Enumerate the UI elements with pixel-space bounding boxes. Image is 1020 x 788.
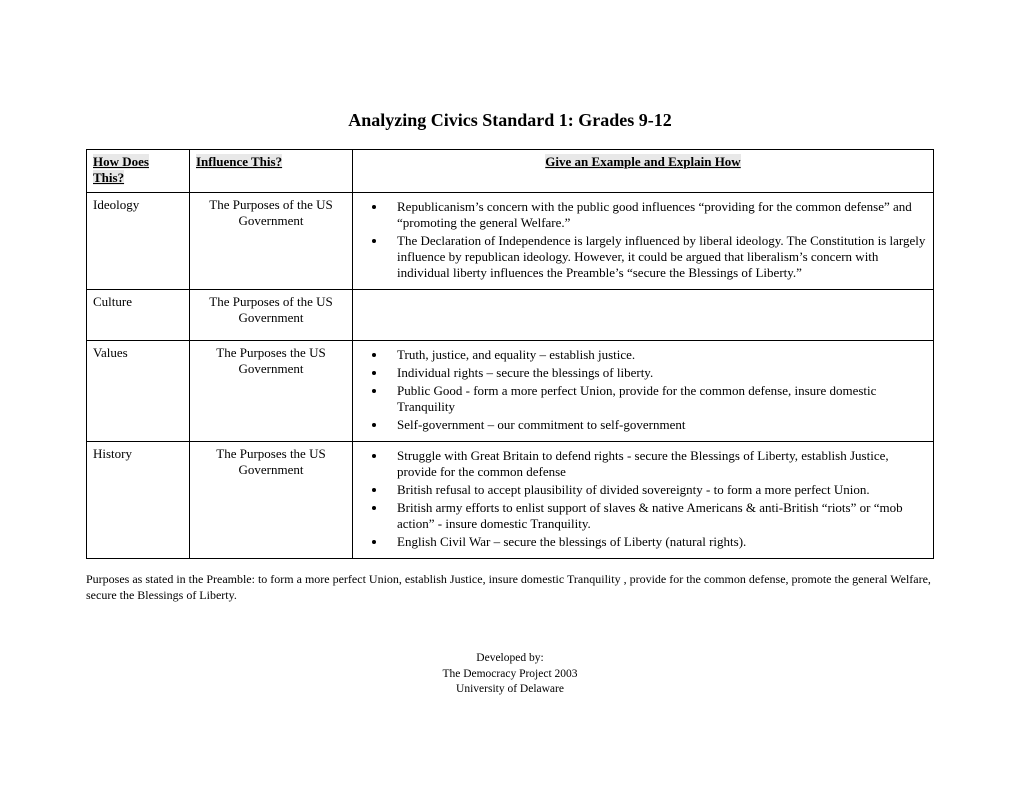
table-row: History The Purposes the US Government S… [87,442,934,559]
list-item: British army efforts to enlist support o… [387,500,927,532]
page-footer: Developed by: The Democracy Project 2003… [86,651,934,698]
list-item: Republicanism’s concern with the public … [387,199,927,231]
bullet-list: Struggle with Great Britain to defend ri… [359,448,927,550]
header-label: Influence This? [196,154,282,169]
row-example: Struggle with Great Britain to defend ri… [353,442,934,559]
table-header-row: How Does This? Influence This? Give an E… [87,150,934,193]
list-item: English Civil War – secure the blessings… [387,534,927,550]
list-item: Self-government – our commitment to self… [387,417,927,433]
list-item: British refusal to accept plausibility o… [387,482,927,498]
analysis-table: How Does This? Influence This? Give an E… [86,149,934,559]
table-row: Culture The Purposes of the US Governmen… [87,290,934,341]
header-how-does-this: How Does This? [87,150,190,193]
page-title: Analyzing Civics Standard 1: Grades 9-12 [86,110,934,131]
row-label-values: Values [87,341,190,442]
row-label-history: History [87,442,190,559]
row-influence: The Purposes of the US Government [190,193,353,290]
list-item: Truth, justice, and equality – establish… [387,347,927,363]
bullet-list: Republicanism’s concern with the public … [359,199,927,281]
row-label-culture: Culture [87,290,190,341]
header-label: How Does This? [93,154,149,185]
row-example: Truth, justice, and equality – establish… [353,341,934,442]
preamble-footnote: Purposes as stated in the Preamble: to f… [86,571,934,603]
footer-line: The Democracy Project 2003 [86,667,934,683]
row-example: Republicanism’s concern with the public … [353,193,934,290]
header-label: Give an Example and Explain How [545,154,740,169]
row-influence: The Purposes of the US Government [190,290,353,341]
list-item: Struggle with Great Britain to defend ri… [387,448,927,480]
list-item: The Declaration of Independence is large… [387,233,927,281]
list-item: Public Good - form a more perfect Union,… [387,383,927,415]
header-influence-this: Influence This? [190,150,353,193]
table-row: Values The Purposes the US Government Tr… [87,341,934,442]
document-page: Analyzing Civics Standard 1: Grades 9-12… [0,0,1020,728]
list-item: Individual rights – secure the blessings… [387,365,927,381]
footer-line: University of Delaware [86,682,934,698]
row-label-ideology: Ideology [87,193,190,290]
row-influence: The Purposes the US Government [190,442,353,559]
row-example [353,290,934,341]
bullet-list: Truth, justice, and equality – establish… [359,347,927,433]
table-row: Ideology The Purposes of the US Governme… [87,193,934,290]
row-influence: The Purposes the US Government [190,341,353,442]
footer-line: Developed by: [86,651,934,667]
header-example: Give an Example and Explain How [353,150,934,193]
